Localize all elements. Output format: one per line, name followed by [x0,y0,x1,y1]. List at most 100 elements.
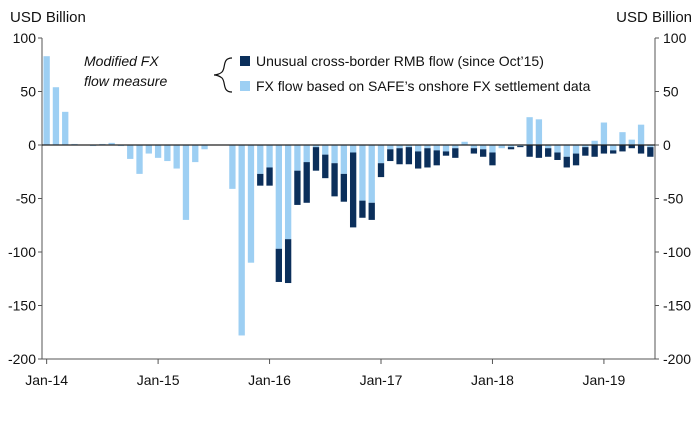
bar-unusual [331,163,338,197]
legend: Unusual cross-border RMB flow (since Oct… [240,53,591,94]
left-y-tick-label: -50 [16,191,36,207]
bar-unusual [610,150,617,154]
annotation-brace-icon [213,57,233,93]
bar-unusual [591,145,598,157]
right-y-tick-label: -100 [663,244,691,260]
bar-onshore [507,145,515,148]
right-y-tick-label: 50 [663,84,679,100]
bar-unusual [600,145,608,154]
bar-unusual [377,163,385,178]
bar-onshore [192,145,199,163]
bar-onshore [600,122,608,145]
bar-unusual [517,146,524,148]
legend-label-unusual: Unusual cross-border RMB flow (since Oct… [256,53,544,69]
bar-unusual [526,145,533,157]
bar-onshore [480,145,487,150]
bar-onshore [387,145,394,150]
bar-onshore [637,124,645,145]
bar-onshore [415,145,422,152]
bar-unusual [619,145,626,152]
bar-onshore [340,145,348,174]
bar-unusual [442,151,450,156]
bar-unusual [637,145,645,154]
bar-unusual [489,152,496,166]
bar-unusual [433,150,440,166]
bar-onshore [424,145,431,149]
bar-onshore [127,145,134,159]
annotation-line-1: Modified FX [84,53,159,69]
bar-onshore [526,117,533,145]
bar-onshore [201,145,208,150]
bar-unusual [545,148,552,157]
bar-unusual [396,148,403,165]
bar-onshore [461,141,468,145]
bar-onshore [442,145,450,152]
bar-onshore [396,145,403,149]
bar-onshore [164,145,171,162]
axes [38,37,659,364]
bar-onshore [349,145,357,153]
left-y-tick-label: -200 [8,351,36,367]
left-y-tick-label: 50 [20,84,36,100]
bar-onshore [628,139,635,145]
bar-onshore [377,145,385,164]
bar-onshore [610,145,617,151]
bar-onshore [312,145,320,148]
bar-unusual [628,145,635,149]
bar-onshore [322,145,329,155]
bar-onshore [275,145,282,249]
bar-onshore [359,145,366,201]
bar-unusual [387,149,394,162]
right-y-tick-label: -50 [663,191,683,207]
bar-onshore [591,140,598,145]
bar-unusual [415,151,422,169]
bar-onshore [136,145,143,174]
bar-onshore [238,145,245,336]
bar-onshore [247,145,255,263]
bar-onshore [582,145,589,148]
bar-onshore [43,56,50,145]
bar-unusual [647,147,654,157]
legend-swatch-unusual [240,56,250,66]
right-y-tick-label: 100 [663,30,687,46]
bar-onshore [173,145,180,169]
bar-unusual [554,152,561,160]
x-tick-label: Jan-19 [583,372,626,388]
bar-onshore [545,145,552,149]
x-tick-labels: Jan-14 Jan-15 Jan-16 Jan-17 Jan-18 Jan-19 [25,372,625,388]
bar-onshore [433,145,440,151]
right-axis-unit-label: USD Billion [616,9,692,26]
bar-unusual [535,145,543,158]
bar-unusual [572,153,580,166]
right-y-tick-label: 0 [663,137,671,153]
bar-onshore [368,145,375,203]
bar-onshore [331,145,338,164]
bar-unusual [563,156,570,168]
bar-unusual [312,147,320,171]
right-y-tick-label: -200 [663,351,691,367]
bar-unusual [424,148,431,168]
bar-unusual [322,154,329,179]
legend-label-onshore: FX flow based on SAFE’s onshore FX settl… [256,78,591,94]
bar-unusual [405,147,413,165]
legend-swatch-onshore [240,81,250,91]
bar-onshore [572,145,580,154]
bar-unusual [507,147,515,150]
left-y-tick-label: 0 [28,137,36,153]
bar-unusual [368,202,375,220]
x-tick-label: Jan-17 [360,372,403,388]
bar-onshore [266,145,273,168]
bar-unusual [303,162,310,203]
bar-unusual [266,167,273,186]
bar-unusual [257,173,264,186]
bar-unusual [582,147,589,156]
bar-unusual [359,200,366,218]
bar-onshore [563,145,570,157]
left-y-tick-label: 100 [13,30,37,46]
bar-onshore [257,145,264,174]
bar-onshore [229,145,236,189]
right-y-tick-label: -150 [663,298,691,314]
bar-unusual [470,148,478,154]
x-tick-label: Jan-15 [137,372,180,388]
